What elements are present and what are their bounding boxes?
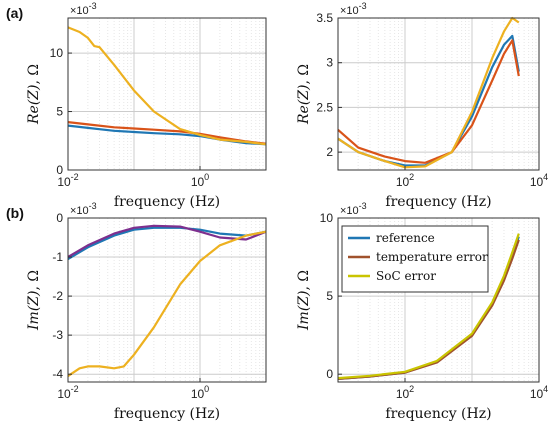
x-tick-base: 10 <box>396 175 410 189</box>
y-tick-label: 2.5 <box>316 100 333 114</box>
y-multiplier: ×10-3 <box>340 201 367 217</box>
panel-label-b: (b) <box>6 205 24 221</box>
multiplier-exponent: -3 <box>89 201 97 211</box>
panel-label-a: (a) <box>6 5 23 21</box>
plot-frame <box>67 217 267 383</box>
legend-label: temperature error <box>376 250 488 264</box>
y-axis-label: Re(Z), Ω <box>296 64 312 125</box>
x-tick-label: 102 <box>396 172 414 189</box>
multiplier-exponent: -3 <box>359 1 367 11</box>
x-tick-exponent: 2 <box>409 172 414 182</box>
y-tick-label: -3 <box>52 328 63 342</box>
y-tick-label: 3 <box>326 56 333 70</box>
legend-label: SoC error <box>376 269 436 283</box>
y-axis-label: Im(Z), Ω <box>26 270 42 331</box>
y-tick-label: 0 <box>326 367 333 381</box>
multiplier-base: ×10 <box>340 205 359 217</box>
series-line-soc-error <box>67 26 267 146</box>
multiplier-base: ×10 <box>340 5 359 17</box>
x-tick-base: 10 <box>57 387 71 401</box>
multiplier-exponent: -3 <box>89 1 97 11</box>
y-tick-label: 2 <box>326 145 333 159</box>
y-axis-label: Re(Z), Ω <box>26 64 42 125</box>
y-axis-label-part: , Ω <box>26 64 42 85</box>
x-tick-exponent: -2 <box>71 172 79 182</box>
x-tick-label: 10-2 <box>57 384 78 401</box>
y-axis-label-part: (Z) <box>296 291 312 312</box>
y-tick-label: 5 <box>326 289 333 303</box>
y-tick-label: 5 <box>56 105 63 119</box>
x-tick-label: 100 <box>191 384 209 401</box>
y-axis-label-part: (Z) <box>296 85 312 106</box>
y-tick-label: 0 <box>56 163 63 177</box>
multiplier-base: ×10 <box>70 5 89 17</box>
y-axis-label: Im(Z), Ω <box>296 270 312 331</box>
series-line-temperature-error <box>67 224 267 258</box>
x-tick-base: 10 <box>191 387 205 401</box>
plot-area <box>68 18 266 170</box>
series-line-soc-error <box>337 16 520 169</box>
legend-label: reference <box>376 231 435 245</box>
x-tick-base: 10 <box>57 175 71 189</box>
y-axis-label-part: Re <box>296 105 312 125</box>
x-tick-exponent: -2 <box>71 384 79 394</box>
y-tick-label: 3.5 <box>316 11 333 25</box>
plot-frame <box>67 17 267 171</box>
x-tick-base: 10 <box>191 175 205 189</box>
y-multiplier: ×10-3 <box>340 1 367 17</box>
multiplier-base: ×10 <box>70 205 89 217</box>
x-tick-label: 104 <box>530 384 548 401</box>
y-axis-label-part: (Z) <box>26 85 42 106</box>
x-tick-label: 104 <box>530 172 548 189</box>
grid <box>67 217 267 382</box>
y-tick-label: 10 <box>50 46 64 60</box>
x-tick-base: 10 <box>530 175 544 189</box>
y-tick-label: -2 <box>52 289 63 303</box>
multiplier-exponent: -3 <box>359 201 367 211</box>
plot-frame <box>337 217 540 383</box>
y-axis-label-part: , Ω <box>26 270 42 291</box>
y-tick-label: -1 <box>52 250 63 264</box>
y-tick-label: 10 <box>320 211 334 225</box>
series-line-reference <box>67 226 267 260</box>
series-line-temperature-error <box>67 121 267 145</box>
x-tick-base: 10 <box>530 387 544 401</box>
y-axis-label-part: , Ω <box>296 64 312 85</box>
y-axis-label-part: , Ω <box>296 270 312 291</box>
y-multiplier: ×10-3 <box>70 201 97 217</box>
series-line-soc-error <box>67 230 267 378</box>
y-tick-label: 0 <box>56 211 63 225</box>
x-tick-exponent: 4 <box>543 172 548 182</box>
plot-area <box>68 218 266 382</box>
y-axis-label-part: (Z) <box>26 291 42 312</box>
x-tick-exponent: 2 <box>409 384 414 394</box>
x-tick-label: 102 <box>396 384 414 401</box>
x-axis-label: frequency (Hz) <box>114 406 220 422</box>
x-tick-exponent: 4 <box>543 384 548 394</box>
legend: reference temperature error SoC error <box>341 225 489 293</box>
x-axis-label: frequency (Hz) <box>385 406 491 422</box>
y-tick-label: -4 <box>52 367 63 381</box>
x-tick-label: 100 <box>191 172 209 189</box>
x-tick-label: 10-2 <box>57 172 78 189</box>
series-line-soc-error <box>337 233 520 380</box>
y-axis-label-part: Im <box>26 311 42 331</box>
plot-frame <box>337 17 540 171</box>
y-axis-label-part: Re <box>26 105 42 125</box>
x-tick-exponent: 0 <box>204 384 209 394</box>
y-multiplier: ×10-3 <box>70 1 97 17</box>
x-axis-label: frequency (Hz) <box>385 194 491 210</box>
x-tick-base: 10 <box>396 387 410 401</box>
y-axis-label-part: Im <box>296 311 312 331</box>
x-tick-exponent: 0 <box>204 172 209 182</box>
x-axis-label: frequency (Hz) <box>114 194 220 210</box>
